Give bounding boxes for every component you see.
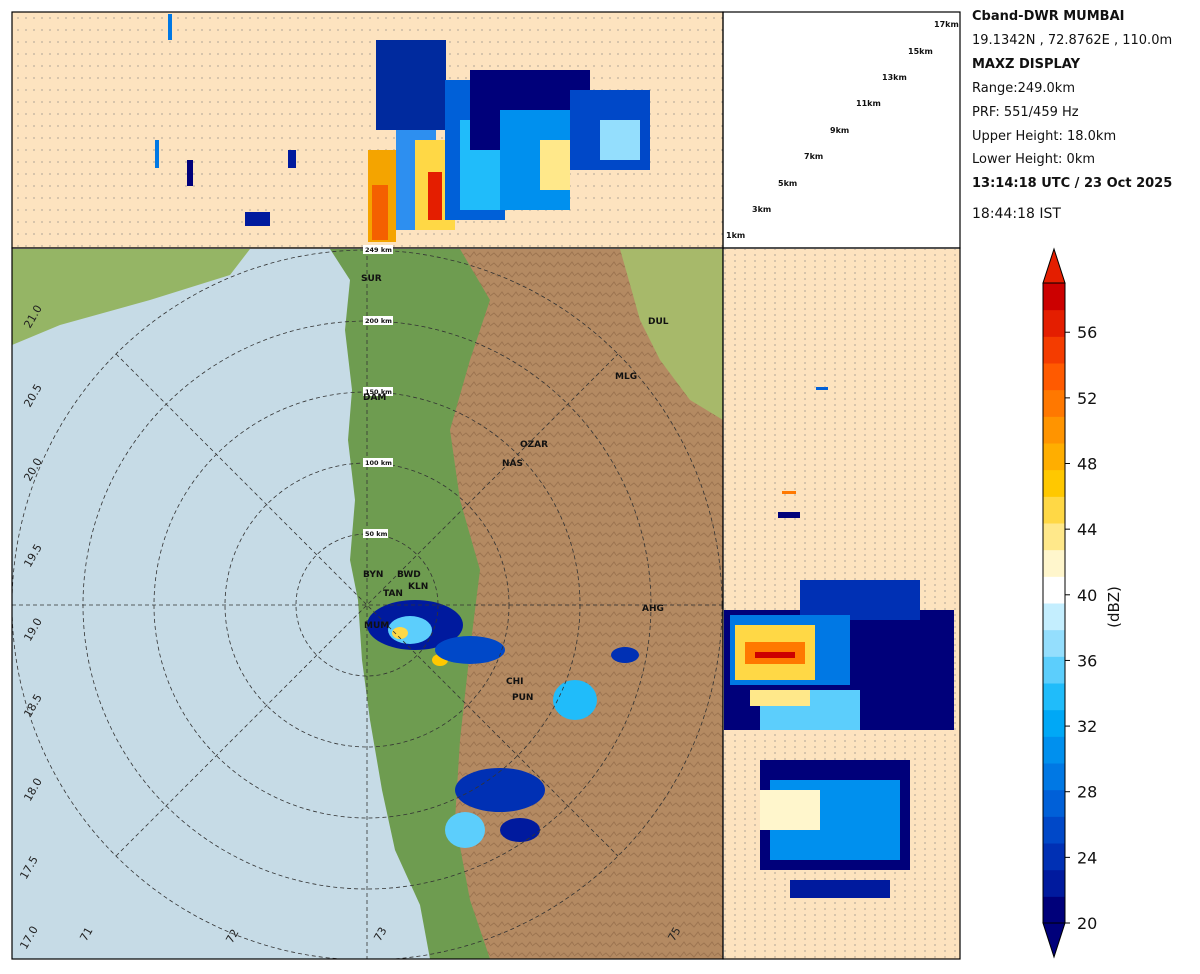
map-panel	[12, 249, 723, 959]
city-label-dam: DAM	[363, 393, 386, 403]
colorbar-segment	[1043, 549, 1065, 577]
colorbar-min-extend	[1042, 922, 1066, 959]
colorbar-frame	[1042, 282, 1066, 924]
right-cross-section-panel	[724, 249, 960, 959]
colorbar-segment	[1043, 469, 1065, 497]
colorbar-segment	[1043, 843, 1065, 871]
colorbar: 20 24 28 32 36 40 44 48 52 56	[1042, 247, 1097, 959]
city-label-dul: DUL	[648, 317, 669, 327]
colorbar-tick-label: 40	[1077, 586, 1097, 605]
colorbar-segment	[1043, 496, 1065, 524]
city-label-nas: NAS	[502, 459, 523, 469]
height-label-7km: 7km	[804, 152, 823, 161]
colorbar-segment	[1043, 309, 1065, 337]
city-label-mlg: MLG	[615, 372, 637, 382]
colorbar-tick-label: 52	[1077, 389, 1097, 408]
ist-timestamp: 18:44:18 IST	[972, 206, 1061, 222]
top-cross-section-panel	[12, 12, 723, 248]
range-label-150km: 150 km	[365, 388, 392, 396]
height-label-9km: 9km	[830, 126, 849, 135]
city-label-tan: TAN	[383, 589, 403, 599]
colorbar-segment	[1043, 576, 1065, 604]
utc-timestamp: 13:14:18 UTC / 23 Oct 2025	[972, 176, 1173, 191]
lon-label-72: 72	[223, 927, 241, 946]
range-label-200km: 200 km	[365, 317, 392, 325]
station-name: Cband-DWR MUMBAI	[972, 9, 1125, 24]
city-label-pun: PUN	[512, 693, 533, 703]
city-label-bwd: BWD	[397, 570, 421, 580]
radar-range: Range:249.0km	[972, 81, 1075, 96]
display-type: MAXZ DISPLAY	[972, 57, 1081, 72]
lower-height: Lower Height: 0km	[972, 152, 1096, 167]
colorbar-segment	[1043, 283, 1065, 311]
colorbar-segment	[1043, 389, 1065, 417]
radar-prf: PRF: 551/459 Hz	[972, 105, 1079, 120]
colorbar-tick-label: 28	[1077, 783, 1097, 802]
colorbar-tick-label: 32	[1077, 717, 1097, 736]
city-label-byn: BYN	[363, 570, 383, 580]
colorbar-segment	[1043, 816, 1065, 844]
height-label-15km: 15km	[908, 47, 933, 56]
city-label-ozar: OZAR	[520, 440, 548, 450]
colorbar-segment	[1043, 629, 1065, 657]
height-label-17km: 17km	[934, 20, 959, 29]
colorbar-title: (dBZ)	[1105, 586, 1123, 628]
precipitation-echoes	[367, 600, 639, 848]
colorbar-segment	[1043, 763, 1065, 791]
colorbar-tick-label: 56	[1077, 323, 1097, 342]
city-label-kln: KLN	[408, 582, 428, 592]
height-label-11km: 11km	[856, 99, 881, 108]
colorbar-segment	[1043, 896, 1065, 924]
colorbar-tick-label: 44	[1077, 520, 1097, 539]
lon-label-73: 73	[371, 925, 389, 944]
height-label-3km: 3km	[752, 205, 771, 214]
colorbar-tick-label: 24	[1077, 848, 1097, 867]
range-label-249km: 249 km	[365, 246, 392, 254]
range-label-100km: 100 km	[365, 459, 392, 467]
colorbar-segment	[1043, 789, 1065, 817]
colorbar-segment	[1043, 656, 1065, 684]
height-label-13km: 13km	[882, 73, 907, 82]
northeast-plain	[620, 249, 723, 420]
colorbar-segment	[1043, 869, 1065, 897]
colorbar-segment	[1043, 523, 1065, 551]
station-coords: 19.1342N , 72.8762E , 110.0m	[972, 33, 1173, 48]
city-label-mum: MUM	[364, 621, 389, 631]
colorbar-segment	[1043, 683, 1065, 711]
colorbar-tick-label: 48	[1077, 455, 1097, 474]
lon-label-75: 75	[665, 925, 683, 944]
city-label-sur: SUR	[361, 274, 382, 284]
colorbar-segment	[1043, 603, 1065, 631]
lon-label-71: 71	[77, 925, 95, 944]
colorbar-max-extend	[1042, 247, 1066, 284]
colorbar-segment	[1043, 336, 1065, 364]
upper-height: Upper Height: 18.0km	[972, 129, 1117, 144]
city-label-ahg: AHG	[642, 604, 664, 614]
range-label-50km: 50 km	[365, 530, 388, 538]
colorbar-segment	[1043, 363, 1065, 391]
colorbar-tick-label: 36	[1077, 651, 1097, 670]
height-label-5km: 5km	[778, 179, 797, 188]
colorbar-segment	[1043, 709, 1065, 737]
colorbar-segment	[1043, 443, 1065, 471]
colorbar-segment	[1043, 416, 1065, 444]
colorbar-tick-label: 20	[1077, 914, 1097, 933]
city-label-chi: CHI	[506, 677, 524, 687]
colorbar-segment	[1043, 736, 1065, 764]
height-label-1km: 1km	[726, 231, 745, 240]
gujarat-coast-land	[12, 249, 250, 345]
